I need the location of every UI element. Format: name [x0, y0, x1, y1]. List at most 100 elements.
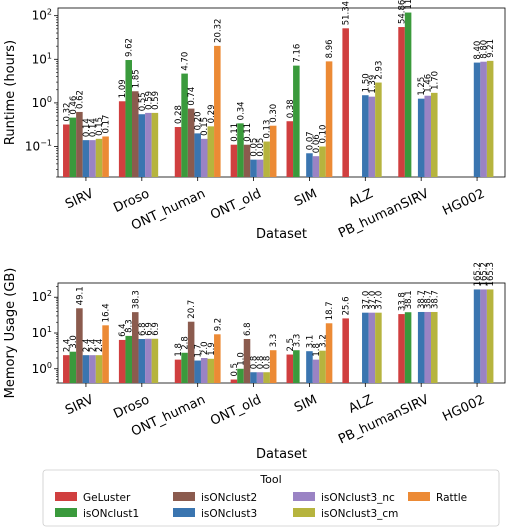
- data-label: 0.38: [286, 99, 296, 118]
- data-label: 0.05: [250, 138, 260, 157]
- legend-box: [42, 469, 500, 527]
- bar: [312, 359, 320, 383]
- data-label: 1.25: [417, 77, 427, 96]
- bar: [325, 323, 333, 383]
- bar: [368, 96, 376, 177]
- bar: [362, 95, 369, 177]
- data-label: 0.07: [305, 131, 315, 150]
- y-tick-label: 10−1: [25, 139, 52, 154]
- data-label: 1.85: [131, 69, 141, 88]
- legend-label: isONclust1: [83, 508, 139, 520]
- bar: [306, 153, 313, 177]
- bar: [263, 372, 270, 383]
- bar: [431, 311, 438, 383]
- legend-swatch: [173, 508, 195, 517]
- bar: [293, 350, 300, 383]
- bar: [480, 61, 487, 177]
- bar: [286, 354, 294, 383]
- data-label: 38.7: [417, 290, 427, 309]
- bar: [486, 289, 494, 383]
- data-label: 51.34: [342, 1, 352, 25]
- legend-swatch: [55, 508, 77, 517]
- x-tick-label: HG002: [440, 186, 487, 218]
- x-axis-label: Dataset: [256, 227, 307, 242]
- legend-label: isONclust2: [201, 492, 257, 504]
- bar: [256, 372, 264, 383]
- bar: [63, 355, 70, 383]
- data-label: 18.7: [325, 301, 335, 320]
- data-label: 6.4: [118, 323, 128, 337]
- y-tick-label: 101: [32, 51, 52, 66]
- bar: [82, 140, 90, 177]
- data-label: 0.74: [187, 87, 197, 106]
- bar: [431, 92, 438, 177]
- data-label: 8.80: [480, 40, 490, 59]
- bar: [417, 98, 425, 177]
- bar: [69, 351, 77, 383]
- bar: [131, 91, 139, 177]
- bar: [243, 338, 251, 383]
- bar: [138, 114, 146, 177]
- bar: [63, 124, 70, 177]
- x-tick-label: ONT_old: [208, 186, 263, 223]
- minor-ticks: [56, 286, 58, 384]
- data-label: 33.8: [398, 292, 408, 311]
- legend-swatch: [173, 492, 195, 501]
- data-label: 49.1: [75, 286, 85, 305]
- bar: [95, 138, 103, 177]
- bar: [237, 123, 244, 177]
- data-label: 0.32: [62, 103, 72, 122]
- data-label: 0.8: [256, 356, 266, 370]
- bar: [293, 65, 300, 177]
- bar: [263, 141, 270, 177]
- legend-label: GeLuster: [83, 492, 131, 504]
- legend-label: isONclust3_nc: [321, 492, 395, 504]
- x-tick-label: ALZ: [346, 186, 375, 210]
- bar: [424, 95, 432, 177]
- bar: [250, 372, 257, 383]
- bar: [102, 325, 109, 383]
- bar: [76, 111, 83, 177]
- bar: [131, 312, 139, 383]
- data-label: 9.21: [486, 39, 496, 58]
- data-label: 9.62: [125, 38, 135, 57]
- data-label: 8.40: [473, 41, 483, 60]
- data-label: 6.9: [151, 322, 161, 336]
- legend-swatch: [293, 492, 315, 501]
- bar: [398, 314, 405, 383]
- bar: [200, 138, 208, 177]
- x-axis-label: Dataset: [256, 447, 307, 462]
- data-label: 0.14: [82, 118, 92, 137]
- data-label: 0.62: [75, 90, 85, 109]
- data-label: 0.15: [95, 117, 105, 136]
- bar: [480, 289, 487, 383]
- legend: Tool GeLuster isONclust1 isONclust2 isONclus…: [42, 469, 500, 527]
- data-label: 2.0: [200, 341, 210, 355]
- data-label: 20.32: [213, 19, 223, 43]
- data-label: 2.5: [286, 338, 296, 352]
- data-label: 1.8: [174, 343, 184, 357]
- data-label: 25.6: [342, 296, 352, 315]
- data-label: 1.39: [368, 75, 378, 94]
- data-label: 1.0: [236, 352, 246, 366]
- data-label: 8.96: [325, 39, 335, 58]
- y-tick-label: 102: [32, 289, 52, 304]
- x-tick-label: HG002: [440, 392, 487, 424]
- bar: [250, 159, 257, 177]
- data-label: 3.3: [269, 334, 279, 348]
- data-label: 2.4: [88, 339, 98, 353]
- data-label: 0.13: [263, 120, 273, 139]
- data-label: 38.3: [131, 290, 141, 309]
- data-label: 1.70: [430, 71, 440, 90]
- minor-ticks: [56, 17, 58, 178]
- bar: [375, 312, 382, 383]
- legend-label: isONclust3_cm: [321, 508, 398, 520]
- bar: [151, 112, 159, 177]
- data-label: 37.0: [361, 291, 371, 310]
- bar: [312, 156, 320, 177]
- data-label: 0.46: [69, 96, 79, 115]
- bar: [174, 127, 182, 177]
- bar: [342, 28, 349, 178]
